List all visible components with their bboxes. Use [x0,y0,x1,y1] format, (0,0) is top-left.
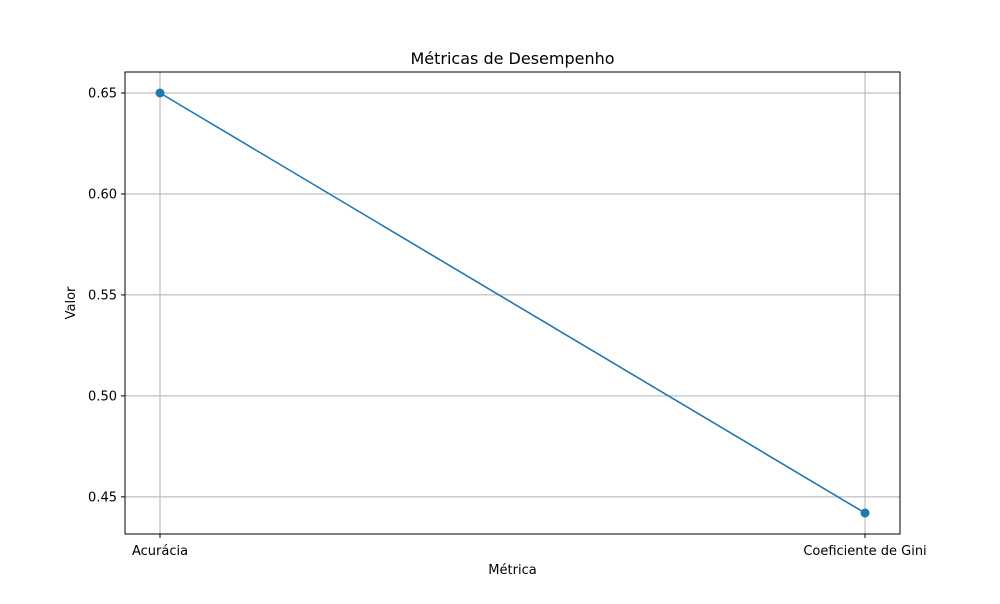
plot-area-frame [124,71,901,535]
chart-title: Métricas de Desempenho [410,49,614,68]
y-axis-label: Valor [64,286,79,319]
y-tick-label: 0.60 [88,187,117,202]
data-point-marker [155,88,165,98]
y-tick-label: 0.50 [88,389,117,404]
y-tick-label: 0.55 [88,288,117,303]
x-tick-label: Acurácia [132,544,188,559]
y-tick-label: 0.65 [88,87,117,102]
x-axis-label: Métrica [488,563,536,578]
data-point-marker [860,508,870,518]
y-tick-label: 0.45 [88,490,117,505]
series-line [159,92,866,514]
x-tick-label: Coeficiente de Gini [803,544,926,559]
grid-lines [125,72,900,534]
series-group [155,88,870,518]
axis-ticks: 0.45 0.50 0.55 0.60 0.65 Acurácia Coeficiente … [88,87,927,560]
